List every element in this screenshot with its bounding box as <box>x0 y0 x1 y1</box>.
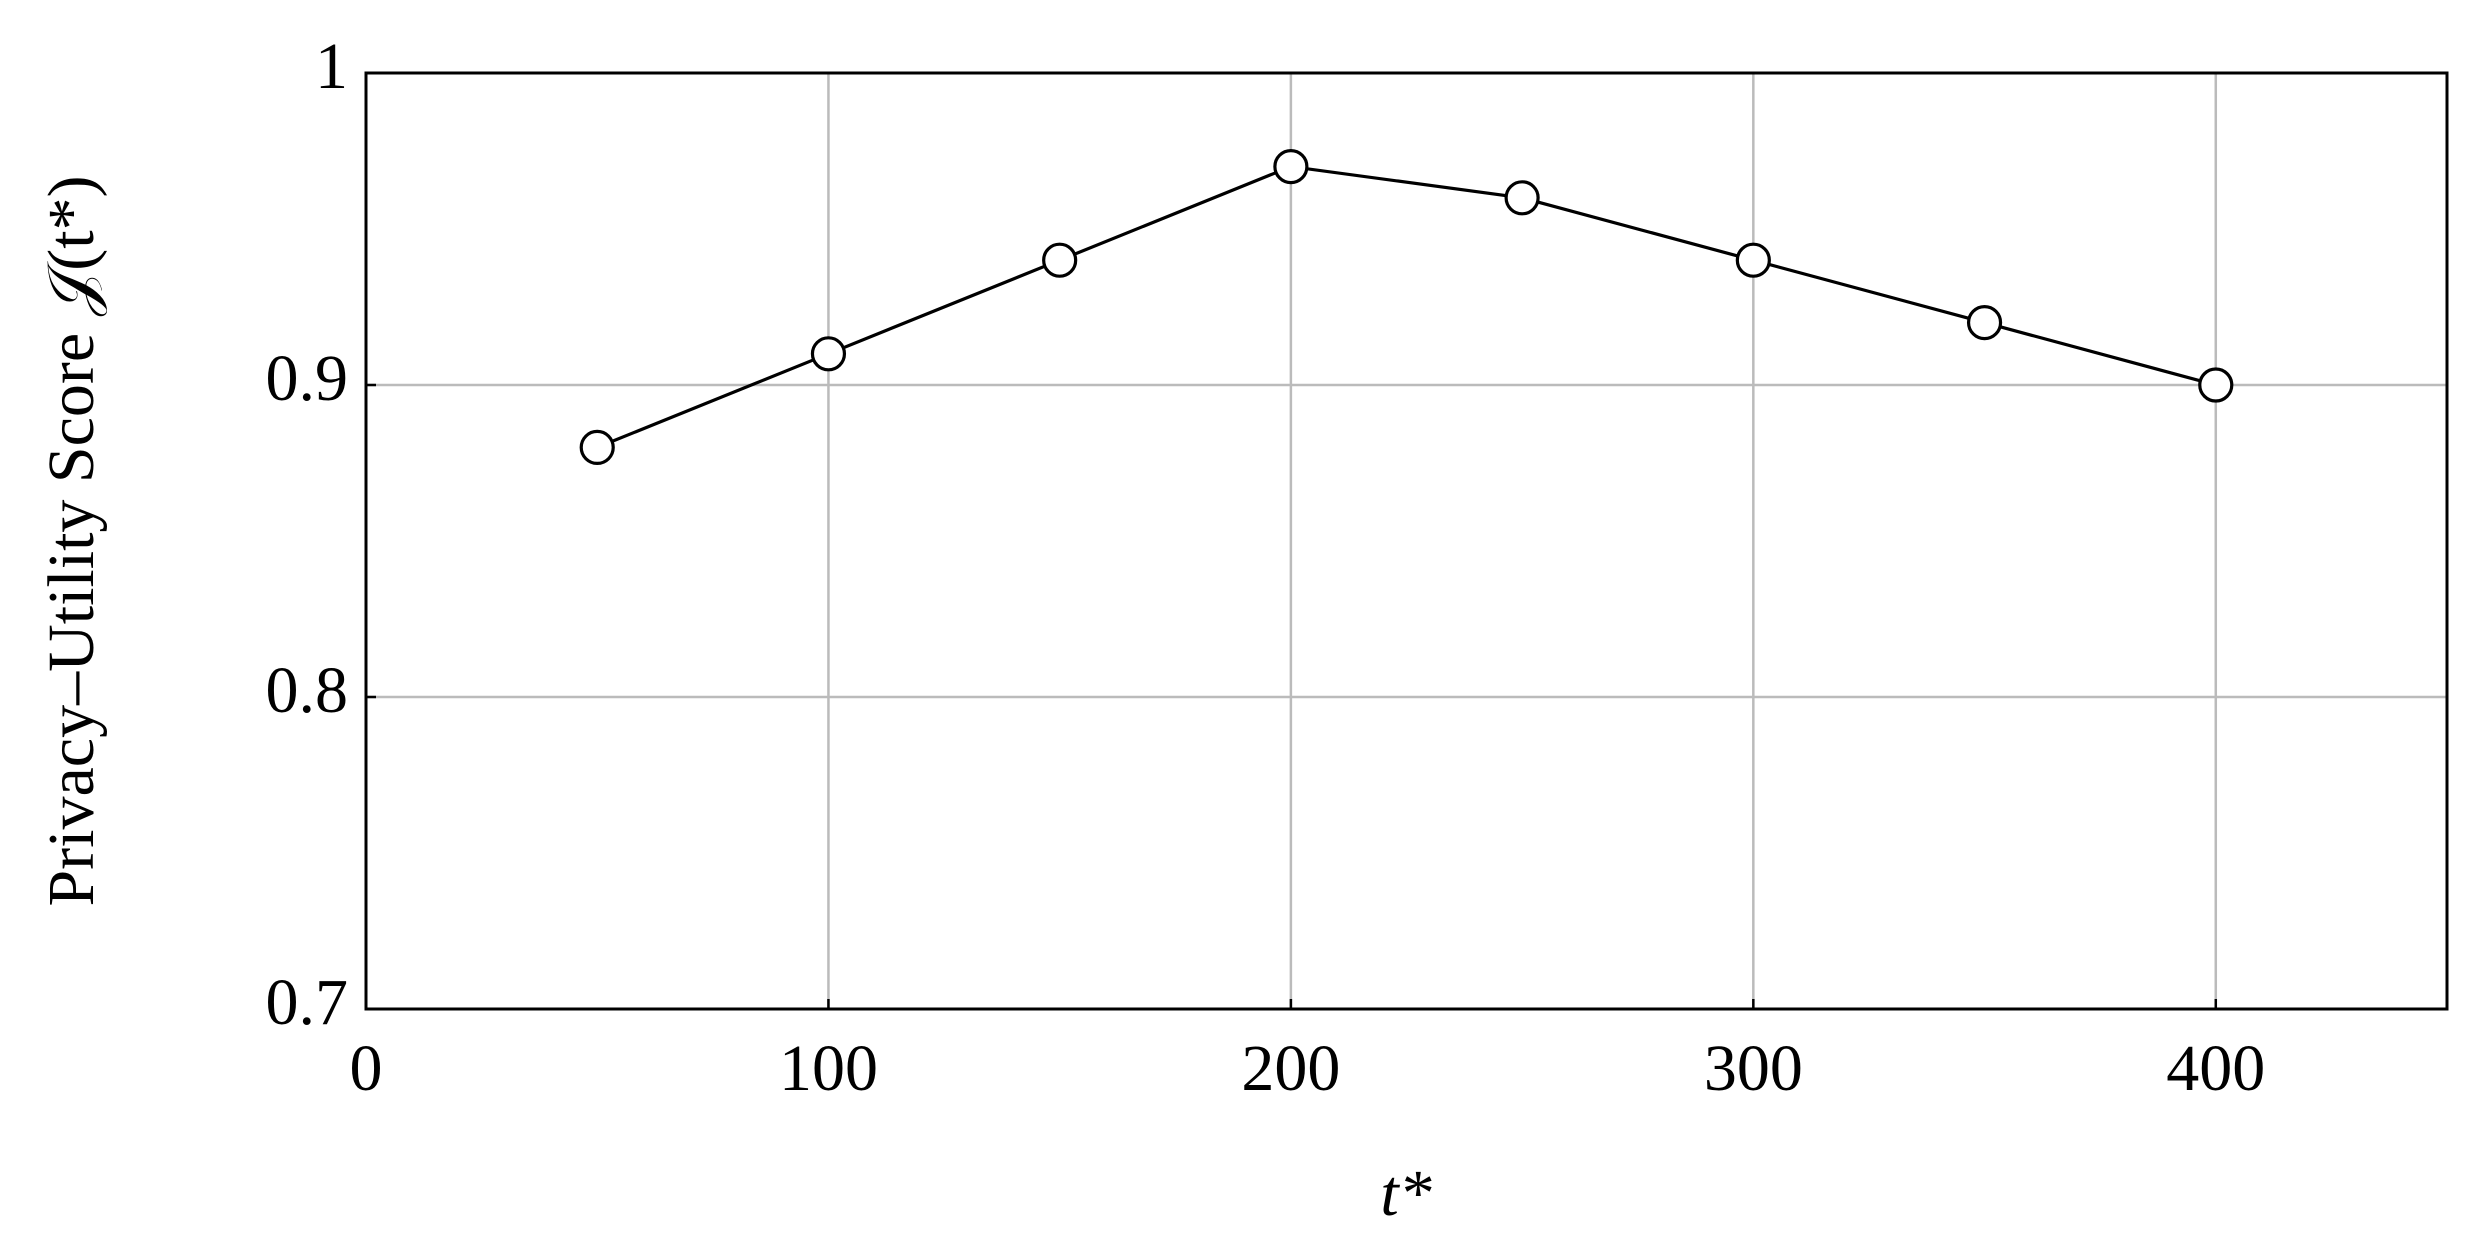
x-tick-label: 200 <box>1241 1032 1340 1105</box>
x-tick-label: 100 <box>779 1032 878 1105</box>
x-tick-label: 300 <box>1704 1032 1803 1105</box>
marker <box>1273 149 1309 185</box>
y-tick-label: 1 <box>315 30 348 103</box>
marker <box>810 336 847 372</box>
marker <box>1504 180 1540 216</box>
line <box>596 164 2217 449</box>
y-axis-label: Privacy–Utility Score 𝒥(t*) <box>35 175 108 906</box>
x-tick-label: 400 <box>2166 1032 2265 1105</box>
x-axis-label: t* <box>1380 1157 1431 1230</box>
x-tick-label: 0 <box>350 1032 383 1105</box>
marker <box>1042 242 1078 278</box>
y-tick-label: 0.7 <box>266 966 349 1039</box>
marker <box>2198 367 2234 403</box>
y-tick-label: 0.9 <box>266 342 349 415</box>
plot-frame <box>364 71 2449 1011</box>
marker <box>1735 242 1771 278</box>
y-tick-label: 0.8 <box>266 654 349 727</box>
marker <box>579 429 615 465</box>
marker <box>1966 305 2003 341</box>
